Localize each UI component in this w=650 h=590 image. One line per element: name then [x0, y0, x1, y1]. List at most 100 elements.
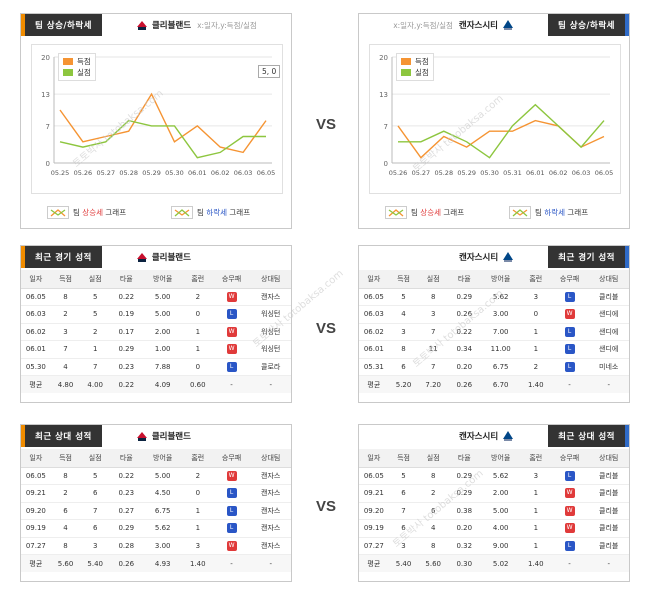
section-tag: 최근 상대 성적 [21, 425, 102, 447]
table-cell: 7.88 [142, 358, 183, 376]
table-row: 06.01 7 1 0.29 1.00 1 W 워싱턴 [21, 340, 291, 359]
table-cell: 1 [182, 502, 213, 520]
team-name: 캔자스시티 [459, 429, 518, 443]
loss-badge-icon: L [226, 505, 237, 516]
table-cell: 09.19 [21, 519, 51, 538]
table-cell: 8 [50, 537, 81, 555]
x-tick-label: 05.28 [119, 169, 138, 177]
table-cell: 7 [80, 358, 111, 376]
table-cell: 5 [80, 305, 111, 324]
table-cell: 06.01 [21, 340, 51, 359]
loss-badge-icon: L [564, 344, 575, 355]
x-tick-label: 05.31 [503, 169, 522, 177]
table-cell: 0.32 [448, 537, 481, 555]
average-cell: 5.02 [480, 554, 521, 572]
column-header: 승무패 [212, 449, 251, 468]
team-name: 클리블랜드 [132, 250, 191, 264]
result-cell: W [550, 305, 589, 324]
table-cell: 5 [388, 288, 419, 306]
table-cell: 06.03 [359, 305, 389, 324]
table-row: 06.05 8 5 0.22 5.00 2 W 캔자스 [21, 467, 291, 485]
win-badge-icon: W [564, 523, 575, 534]
x-tick-label: 06.01 [188, 169, 207, 177]
column-header: 승무패 [212, 270, 251, 289]
recent-header-left: 최근 경기 성적 클리블랜드 [21, 246, 291, 268]
kansas-city-logo-icon [501, 250, 515, 264]
table-cell: 0.38 [448, 502, 481, 520]
chart-legend: 득점 실점 [58, 53, 96, 81]
table-cell: 4 [388, 305, 419, 324]
average-cell: 1.40 [182, 554, 213, 572]
x-tick-label: 05.29 [457, 169, 476, 177]
result-cell: L [550, 288, 589, 306]
average-cell: - [588, 554, 629, 572]
h2h-header-left: 최근 상대 성적 클리블랜드 [21, 425, 291, 447]
down-word: 하락세 [206, 208, 227, 217]
column-header: 홈런 [182, 449, 213, 468]
result-cell: L [212, 358, 251, 376]
table-row: 06.05 5 8 0.29 5.62 3 L 클리블 [359, 467, 629, 485]
column-header: 홈런 [520, 449, 551, 468]
down-trend-legend[interactable]: 팀 하락세 그래프 [509, 206, 588, 219]
average-cell: 5.40 [388, 554, 419, 572]
result-cell: L [212, 305, 251, 324]
average-cell: 5.60 [418, 554, 449, 572]
table-cell: 1 [520, 340, 551, 359]
table-cell: 미네소 [588, 358, 629, 376]
table-cell: 06.05 [21, 288, 51, 306]
average-cell: 0.60 [182, 375, 213, 393]
x-tick-label: 05.28 [434, 169, 453, 177]
column-header: 상대팀 [588, 449, 629, 468]
y-tick-label: 0 [46, 160, 50, 168]
table-cell: 캔자스 [250, 484, 291, 503]
table-cell: 8 [418, 288, 449, 306]
column-header: 실점 [80, 270, 111, 289]
up-trend-legend[interactable]: 팀 상승세 그래프 [385, 206, 464, 219]
result-cell: W [212, 467, 251, 485]
table-cell: 1 [520, 537, 551, 555]
average-cell: 0.22 [110, 375, 143, 393]
win-badge-icon: W [226, 540, 237, 551]
down-trend-legend[interactable]: 팀 하락세 그래프 [171, 206, 250, 219]
table-row: 06.01 8 11 0.34 11.00 1 L 샌디에 [359, 340, 629, 359]
allowed-swatch-icon [63, 69, 73, 76]
section-tag: 최근 상대 성적 [548, 425, 629, 447]
average-cell: 0.26 [110, 554, 143, 572]
average-cell: 평균 [21, 554, 51, 572]
table-row: 06.03 4 3 0.26 3.00 0 W 샌디에 [359, 305, 629, 324]
section-tag: 팀 상승/하락세 [548, 14, 629, 36]
average-cell: 4.00 [80, 375, 111, 393]
table-cell: 2.00 [480, 484, 521, 503]
table-cell: 2 [182, 467, 213, 485]
table-cell: 1 [182, 323, 213, 341]
down-trend-icon [171, 206, 193, 219]
table-cell: 0.27 [110, 502, 143, 520]
table-row: 06.02 3 2 0.17 2.00 1 W 워싱턴 [21, 323, 291, 341]
table-cell: 5.00 [142, 288, 183, 306]
section-tag: 최근 경기 성적 [548, 246, 629, 268]
table-cell: 3 [388, 537, 419, 555]
up-trend-icon [47, 206, 69, 219]
table-cell: 9.00 [480, 537, 521, 555]
trend-panel-left: 팀 상승/하락세 클리블랜드 x:일자,y:득점/실점 0 7 13 20 05.25 0… [20, 13, 292, 229]
up-word: 상승세 [82, 208, 103, 217]
average-cell: - [250, 375, 291, 393]
column-header: 상대팀 [250, 449, 291, 468]
column-header: 일자 [21, 270, 51, 289]
table-cell: 6 [388, 519, 419, 538]
table-cell: 콜로라 [250, 358, 291, 376]
vs-label-h2h: VS [316, 498, 337, 515]
table-cell: 07.27 [359, 537, 389, 555]
table-cell: 2 [182, 288, 213, 306]
column-header: 타율 [110, 270, 143, 289]
table-cell: 1.00 [142, 340, 183, 359]
up-trend-legend[interactable]: 팀 상승세 그래프 [47, 206, 126, 219]
recent-panel-left: 최근 경기 성적 클리블랜드 일자 득점 실점 타율 방어율 홈런 승무패 상대팀 06.05 8… [20, 245, 292, 403]
table-cell: 4 [418, 519, 449, 538]
up-trend-icon [385, 206, 407, 219]
column-header: 방어율 [480, 449, 521, 468]
table-row: 06.05 8 5 0.22 5.00 2 W 캔자스 [21, 288, 291, 306]
table-cell: 09.20 [21, 502, 51, 520]
legend-allowed: 실점 [77, 68, 91, 77]
average-cell: - [550, 554, 589, 572]
